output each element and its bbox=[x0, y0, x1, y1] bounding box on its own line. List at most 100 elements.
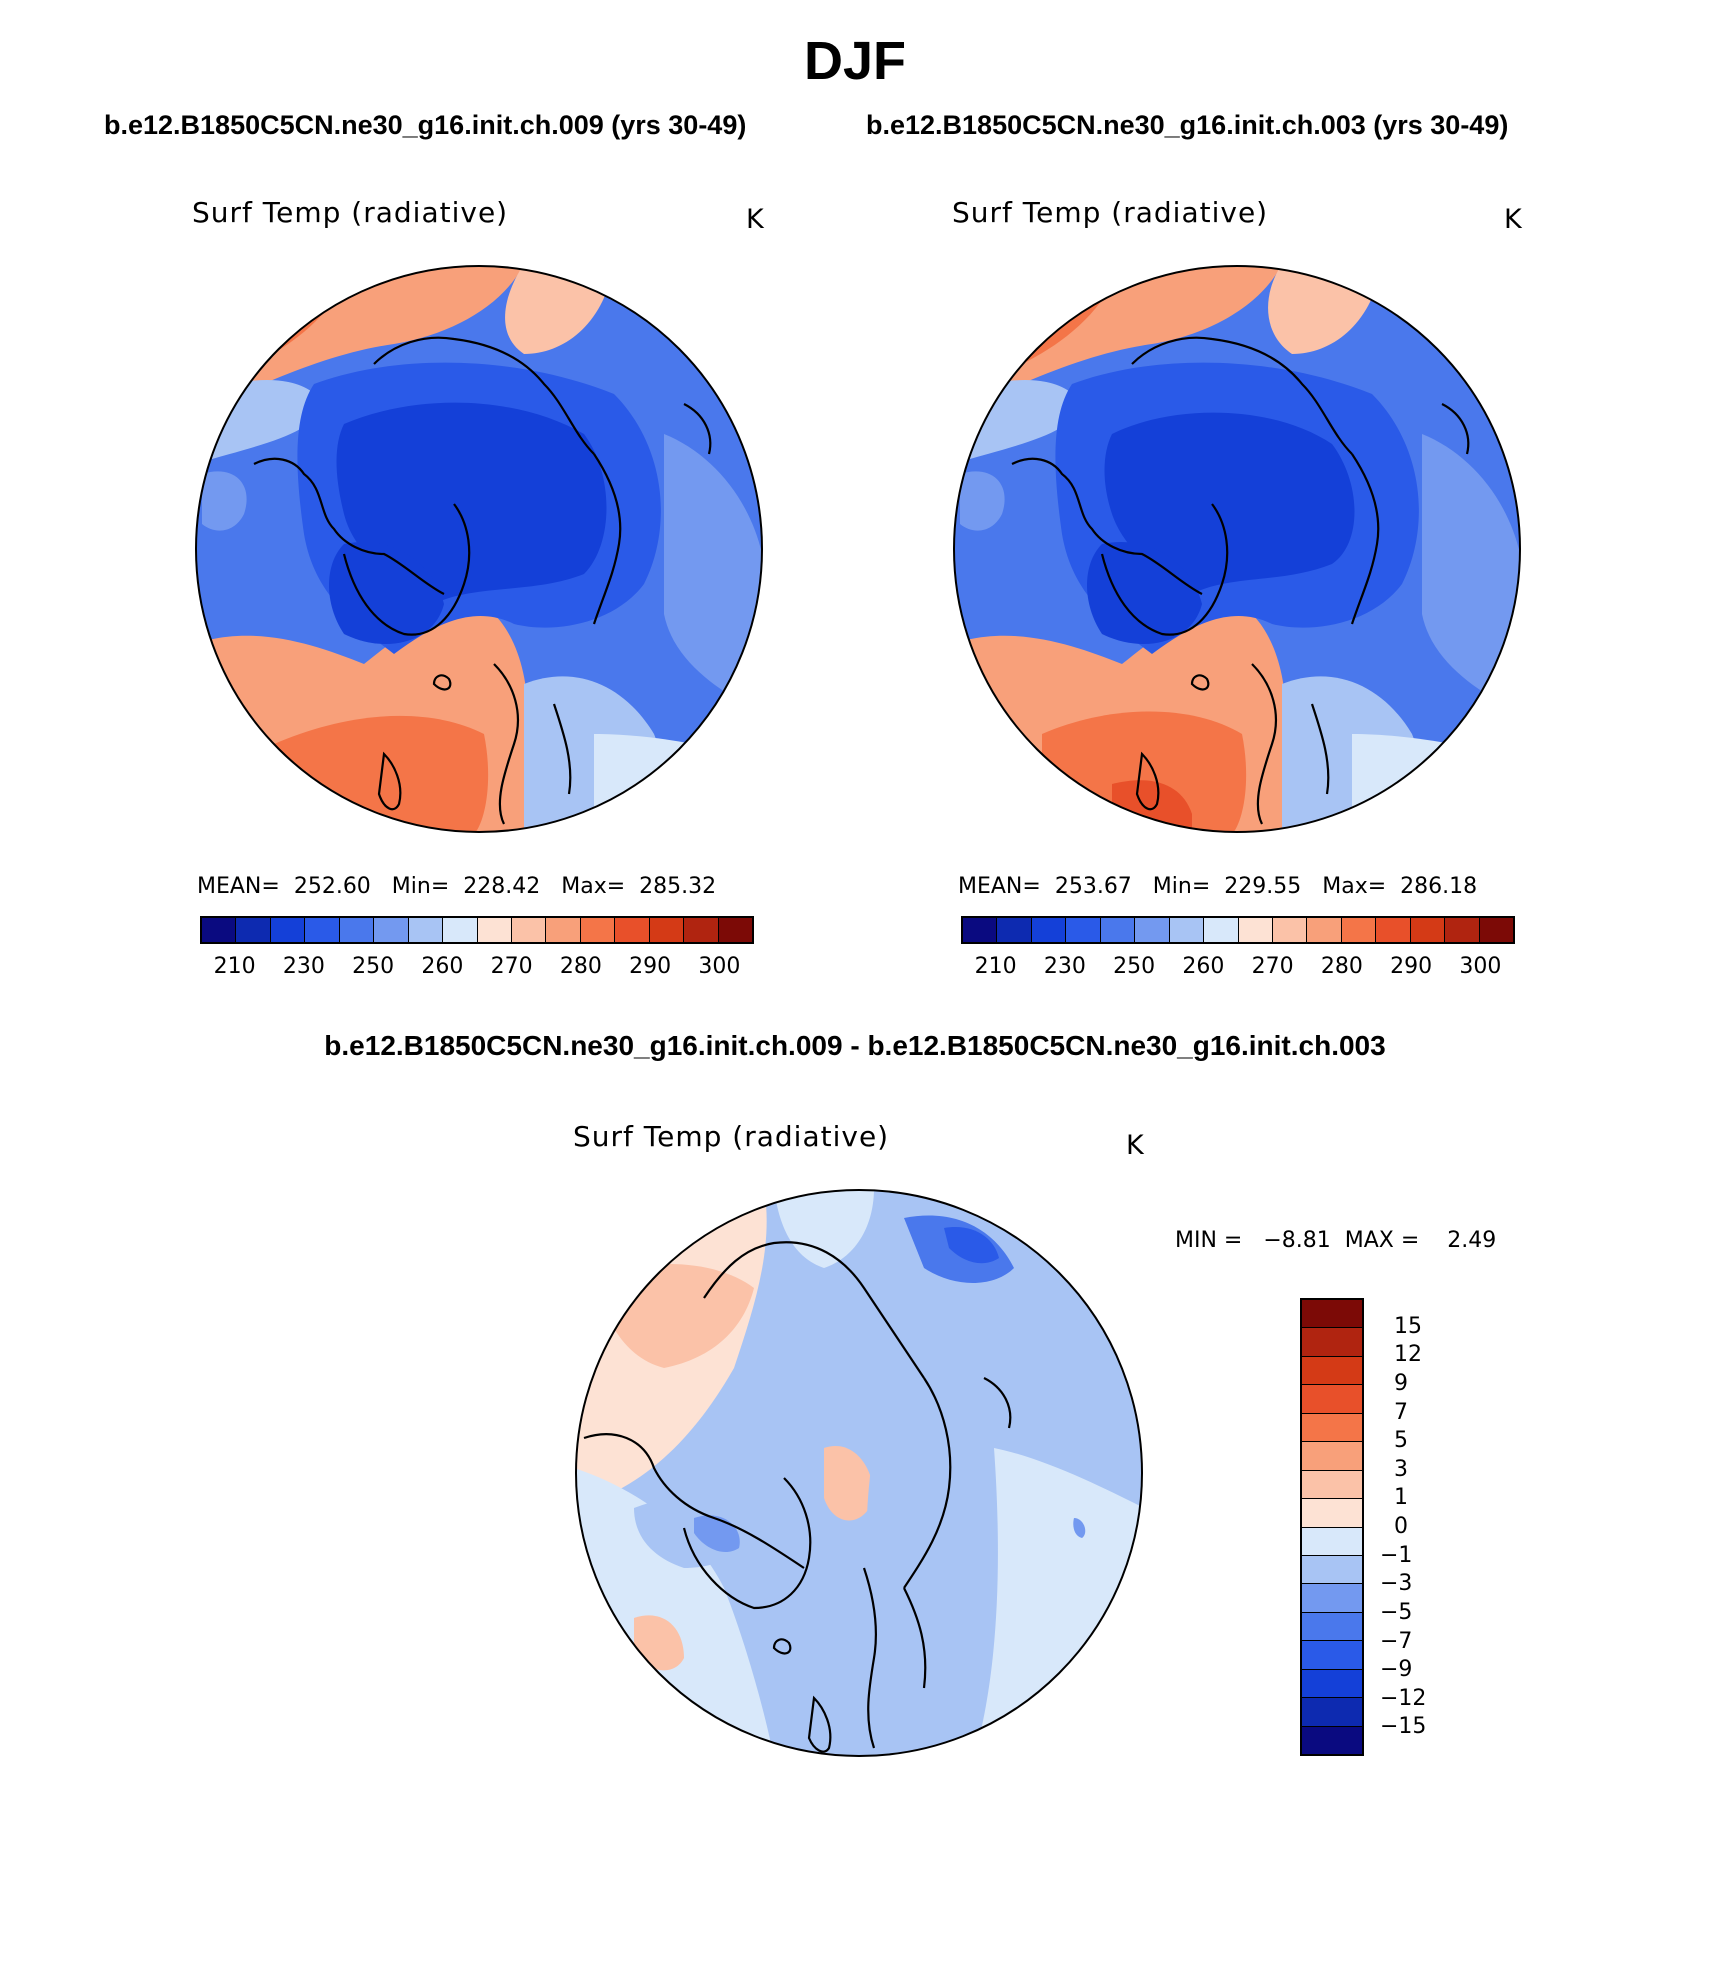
colorbar-swatch bbox=[1302, 1327, 1362, 1356]
colorbar-tick-label: −7 bbox=[1380, 1628, 1413, 1654]
colorbar-swatch bbox=[1302, 1412, 1362, 1442]
colorbar-swatch bbox=[1302, 1498, 1362, 1527]
panel1-polar-map bbox=[195, 265, 763, 833]
colorbar-tick-label: −9 bbox=[1380, 1657, 1413, 1683]
colorbar-tick-label: −1 bbox=[1380, 1542, 1413, 1568]
diff-colorbar-ticks: 15 12 9 7 5 3 1 0 −1 −3 −5 −7 −9 −12 −15 bbox=[1380, 1298, 1462, 1756]
coast-canada bbox=[1011, 457, 1203, 595]
coast-alaska-siberia bbox=[1131, 336, 1353, 455]
diff-colorbar bbox=[1300, 1298, 1364, 1756]
panel1-stats: MEAN= 252.60 Min= 228.42 Max= 285.32 bbox=[197, 874, 716, 899]
colorbar-swatch bbox=[1302, 1355, 1362, 1385]
map-bering-cold bbox=[944, 1227, 999, 1264]
panel2-colorbar-ticks: 210 230 250 260 270 280 290 300 bbox=[961, 954, 1515, 984]
coast-baltic bbox=[903, 1587, 927, 1689]
panel1-map-border bbox=[195, 265, 763, 833]
season-title: DJF bbox=[803, 31, 906, 91]
coast-greenland bbox=[342, 503, 471, 636]
map-greenland-cold bbox=[1087, 542, 1202, 644]
colorbar-tick-label: 3 bbox=[1394, 1456, 1408, 1482]
case1-title: b.e12.B1850C5CN.ne30_g16.init.ch.009 (yr… bbox=[104, 110, 747, 140]
colorbar-swatch bbox=[1099, 918, 1135, 942]
colorbar-tick-label: 230 bbox=[1043, 954, 1086, 979]
map-siberia-light bbox=[664, 434, 762, 714]
panel2-stats: MEAN= 253.67 Min= 229.55 Max= 286.18 bbox=[958, 874, 1477, 899]
coast-scandinavia bbox=[1251, 663, 1277, 825]
map-europe-cool bbox=[866, 1444, 998, 1676]
colorbar-tick-label: −15 bbox=[1380, 1714, 1427, 1740]
colorbar-swatch bbox=[683, 918, 718, 942]
coast-siberia bbox=[1350, 453, 1380, 625]
colorbar-tick-label: 280 bbox=[1320, 954, 1363, 979]
colorbar-tick-label: 300 bbox=[1459, 954, 1502, 979]
colorbar-swatch bbox=[1478, 918, 1513, 942]
colorbar-swatch bbox=[1271, 918, 1307, 942]
colorbar-tick-label: 260 bbox=[421, 954, 464, 979]
colorbar-tick-label: 0 bbox=[1394, 1514, 1408, 1539]
coast-greenland bbox=[1100, 503, 1229, 636]
colorbar-tick-label: 230 bbox=[282, 954, 325, 979]
colorbar-tick-label: 210 bbox=[974, 954, 1017, 979]
diff-map-border bbox=[575, 1189, 1143, 1757]
max-label: MAX = bbox=[1344, 1228, 1420, 1253]
colorbar-swatch bbox=[1409, 918, 1445, 942]
colorbar-tick-label: 7 bbox=[1394, 1399, 1408, 1425]
max-value: 285.32 bbox=[639, 874, 717, 899]
map-atlantic-warm-spot bbox=[634, 1615, 684, 1671]
colorbar-swatch bbox=[1302, 1611, 1362, 1641]
colorbar-swatch bbox=[476, 918, 511, 942]
coast-britain bbox=[1135, 751, 1160, 811]
colorbar-tick-label: 280 bbox=[559, 954, 602, 979]
coast-greenland bbox=[682, 1477, 812, 1610]
coast-baltic bbox=[1310, 703, 1330, 795]
colorbar-swatch bbox=[235, 918, 270, 942]
diff-stats: MIN = −8.81 MAX = 2.49 bbox=[1175, 1228, 1496, 1253]
colorbar-swatch bbox=[1168, 918, 1204, 942]
panel2-map-fill bbox=[954, 266, 1520, 832]
colorbar-tick-label: 250 bbox=[352, 954, 395, 979]
colorbar-tick-label: 210 bbox=[213, 954, 256, 979]
colorbar-swatch bbox=[510, 918, 546, 942]
min-value: 228.42 bbox=[463, 874, 541, 899]
colorbar-swatch bbox=[614, 918, 649, 942]
panel1-colorbar bbox=[200, 916, 754, 944]
map-siberia-light bbox=[1422, 434, 1520, 714]
colorbar-swatch bbox=[1302, 1640, 1362, 1669]
colorbar-tick-label: 300 bbox=[698, 954, 741, 979]
min-label: MIN = bbox=[1175, 1228, 1243, 1253]
diff-variable-label: Surf Temp (radiative) bbox=[573, 1120, 890, 1153]
colorbar-tick-label: −3 bbox=[1380, 1571, 1413, 1597]
colorbar-swatch bbox=[1302, 1441, 1362, 1470]
colorbar-swatch bbox=[1340, 918, 1376, 942]
map-greenland-cold bbox=[329, 542, 444, 644]
colorbar-swatch bbox=[1302, 1668, 1362, 1698]
colorbar-swatch bbox=[1302, 1697, 1362, 1726]
max-value: 286.18 bbox=[1400, 874, 1478, 899]
panel2-coastlines bbox=[1011, 336, 1470, 825]
diff-polar-map bbox=[575, 1189, 1143, 1757]
colorbar-swatch bbox=[1302, 1554, 1362, 1584]
colorbar-swatch bbox=[304, 918, 339, 942]
colorbar-swatch bbox=[1030, 918, 1066, 942]
coast-kamchatka bbox=[683, 403, 712, 455]
colorbar-tick-label: 270 bbox=[490, 954, 533, 979]
coast-iceland bbox=[1190, 674, 1210, 691]
coast-canada bbox=[583, 1433, 805, 1569]
colorbar-swatch bbox=[1302, 1300, 1362, 1328]
colorbar-swatch bbox=[1444, 918, 1479, 942]
coast-scandinavia bbox=[862, 1567, 878, 1749]
colorbar-swatch bbox=[442, 918, 477, 942]
colorbar-tick-label: −5 bbox=[1380, 1599, 1413, 1625]
colorbar-swatch bbox=[1065, 918, 1100, 942]
colorbar-tick-label: 290 bbox=[1390, 954, 1433, 979]
mean-label: MEAN= bbox=[958, 874, 1041, 899]
panel2-units-label: K bbox=[1504, 204, 1522, 235]
colorbar-swatch bbox=[648, 918, 684, 942]
min-value: −8.81 bbox=[1263, 1228, 1331, 1253]
colorbar-swatch bbox=[1302, 1384, 1362, 1413]
colorbar-swatch bbox=[338, 918, 374, 942]
map-europe-warmest bbox=[634, 784, 762, 832]
colorbar-swatch bbox=[269, 918, 305, 942]
panel1-units-label: K bbox=[746, 204, 764, 235]
colorbar-swatch bbox=[202, 918, 236, 942]
